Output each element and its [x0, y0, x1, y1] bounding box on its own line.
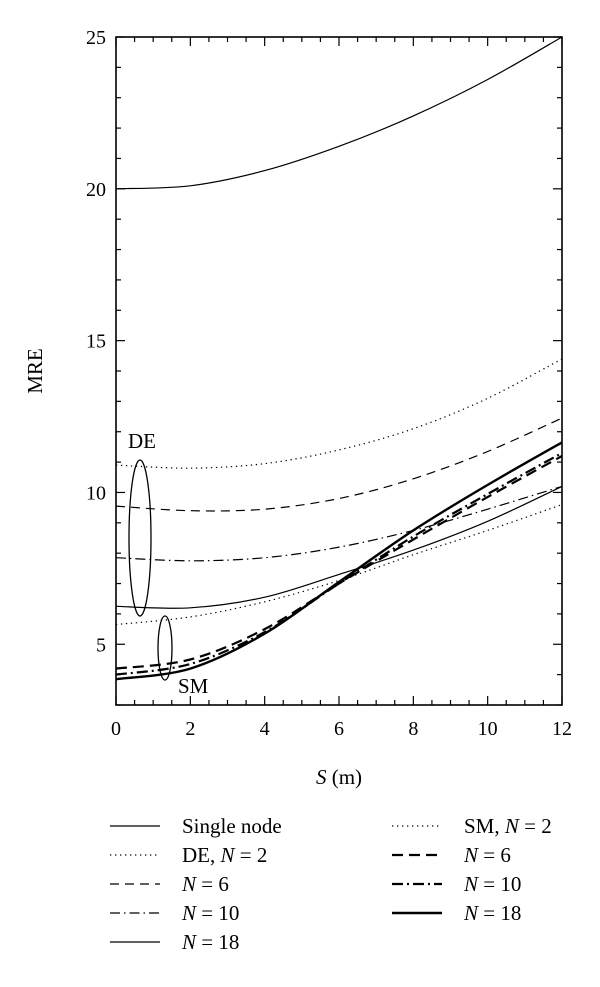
legend-label: N = 6 — [181, 872, 229, 896]
series-lines — [115, 36, 563, 681]
series-line-sm-n-6 — [115, 455, 563, 670]
x-tick-label: 6 — [334, 718, 344, 740]
series-line-sm-n-10 — [115, 452, 563, 676]
series-line-de-n-6 — [115, 417, 563, 512]
y-tick-label: 20 — [86, 179, 106, 201]
y-axis-label: MRE — [23, 348, 47, 394]
x-tick-label: 12 — [552, 718, 572, 740]
legend-label: DE, N = 2 — [182, 843, 267, 867]
legend-label: N = 10 — [463, 872, 521, 896]
y-tick-label: 5 — [96, 634, 106, 656]
x-tick-label: 10 — [478, 718, 498, 740]
legend-label: N = 10 — [181, 901, 239, 925]
group-annotations: DE SM — [128, 429, 209, 698]
x-axis-label: S (m) — [316, 765, 362, 789]
sm-group-ellipse — [157, 615, 173, 681]
y-tick-label: 15 — [86, 331, 106, 353]
axes: 0 2 4 6 8 10 12 5 10 15 20 25 S (m) MRE — [23, 27, 572, 789]
legend-label: N = 6 — [463, 843, 511, 867]
legend-label: Single node — [182, 814, 282, 838]
x-tick-label: 8 — [408, 718, 418, 740]
sm-group-label: SM — [178, 674, 209, 698]
legend: Single node DE, N = 2 N = 6 N = 10 N = 18 SM,… — [110, 814, 552, 954]
x-tick-label: 2 — [185, 718, 195, 740]
x-tick-label: 4 — [260, 718, 270, 740]
de-group-ellipse — [128, 459, 152, 617]
series-line-single-node — [115, 36, 563, 190]
de-group-label: DE — [128, 429, 156, 453]
series-line-sm-sm-n-2 — [115, 504, 563, 626]
legend-label: N = 18 — [181, 930, 239, 954]
legend-label: N = 18 — [463, 901, 521, 925]
plot-frame — [115, 36, 563, 706]
series-line-de-n-18 — [115, 485, 563, 609]
legend-label: SM, N = 2 — [464, 814, 552, 838]
series-line-de-de-n-2 — [115, 358, 563, 469]
y-tick-label: 10 — [86, 482, 106, 504]
series-line-de-n-10 — [115, 485, 563, 562]
y-tick-label: 25 — [86, 27, 106, 49]
series-line-sm-n-18 — [115, 441, 563, 681]
x-tick-label: 0 — [111, 718, 121, 740]
